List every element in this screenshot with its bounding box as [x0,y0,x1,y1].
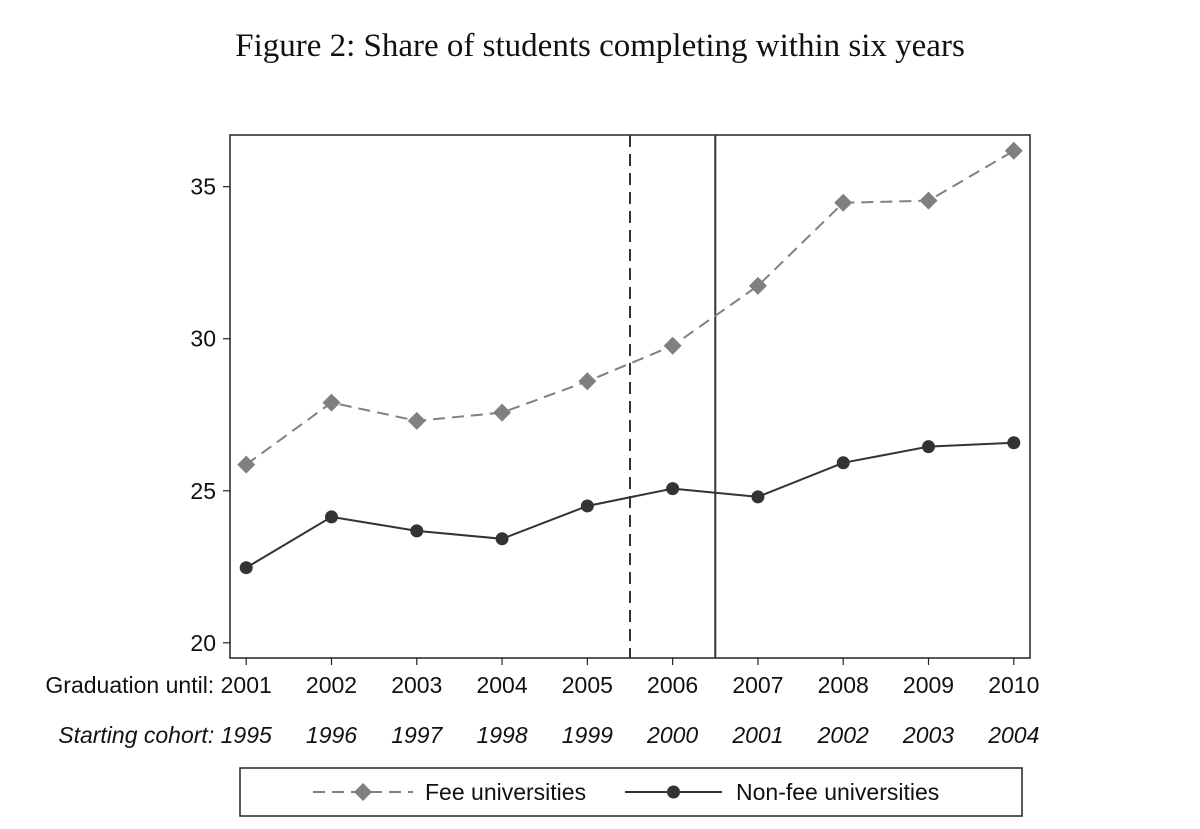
cohort-tick-label: 1997 [391,722,443,748]
series-1-point [410,524,424,538]
x-tick-label: 2003 [391,672,442,698]
series-0-point [663,336,682,355]
chart-title: Figure 2: Share of students completing w… [235,28,965,64]
series-0-point [919,191,938,210]
x-tick-label: 2002 [306,672,357,698]
series-1-point [922,440,936,454]
series-1-point [666,482,680,496]
cohort-tick-label: 1998 [476,722,527,748]
x-tick-label: 2007 [732,672,783,698]
cohort-tick-label: 1996 [306,722,357,748]
series-1-point [324,510,338,524]
y-tick-label: 30 [190,326,216,352]
cohort-tick-label: 2002 [817,722,869,748]
x-tick-label: 2009 [903,672,954,698]
series-1-point [580,499,594,513]
legend-marker-1 [667,785,680,799]
x-row-label: Graduation until: [45,672,214,698]
x-tick-label: 2010 [988,672,1039,698]
cohort-tick-label: 2000 [646,722,698,748]
legend-label: Fee universities [425,779,586,805]
series-0-point [1004,141,1023,160]
x-tick-label: 2008 [818,672,869,698]
x-tick-label: 2006 [647,672,698,698]
series-line-1 [245,441,1014,569]
legend-label: Non-fee universities [736,779,939,805]
series-1-point [836,456,850,470]
cohort-tick-label: 2003 [902,722,954,748]
y-tick-label: 20 [190,630,216,656]
series-0-point [407,411,426,430]
cohort-tick-label: 1995 [221,722,272,748]
series-1-point [751,490,765,504]
x-tick-label: 2005 [562,672,613,698]
legend-marker-0 [354,783,372,801]
series-1-point [239,561,253,575]
y-tick-label: 35 [190,174,216,200]
series-1-point [495,532,509,546]
cohort-row-label: Starting cohort: [58,722,214,748]
series-0-point [493,403,512,422]
cohort-tick-label: 2004 [987,722,1039,748]
series-0-point [578,372,597,391]
y-tick-label: 25 [190,478,216,504]
series-line-0 [245,149,1015,466]
series-0-point [237,455,256,474]
series-1-point [1007,436,1021,450]
cohort-tick-label: 2001 [731,722,783,748]
series-0-point [748,276,767,295]
x-tick-label: 2001 [221,672,272,698]
series-0-point [322,393,341,412]
cohort-tick-label: 1999 [562,722,613,748]
x-tick-label: 2004 [476,672,527,698]
series-0-point [834,193,853,212]
